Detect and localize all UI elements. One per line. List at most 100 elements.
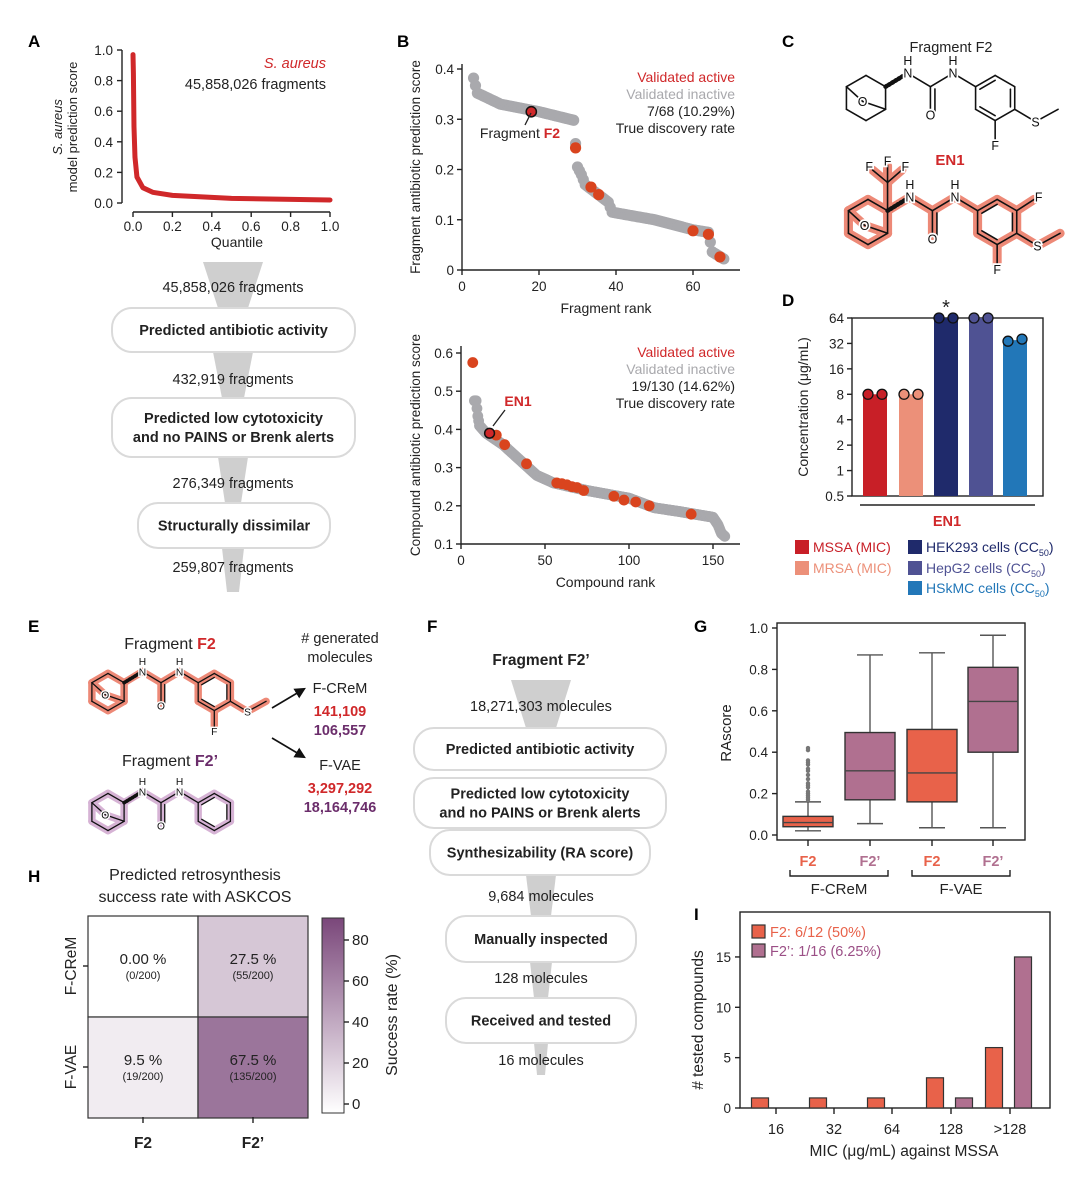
row-label: F-VAE: [63, 1045, 80, 1090]
atom-o: O: [101, 811, 109, 822]
funnel-count: 128 molecules: [494, 971, 588, 987]
bonds: [847, 164, 1061, 266]
generated-header-line2: molecules: [307, 650, 372, 666]
e-fragment-f2-label: Fragment F2: [124, 636, 216, 653]
active-point: [630, 496, 642, 508]
iqr-box: [782, 815, 834, 828]
bond: [974, 108, 996, 122]
y-tick-label: 0: [446, 263, 454, 278]
funnel-step-box: Predicted antibiotic activity: [413, 727, 667, 771]
atom-h: H: [139, 657, 146, 668]
atom-n: N: [139, 787, 146, 798]
y-axis-label: Compound antibiotic prediction score: [408, 334, 423, 556]
y-tick-label: 0.2: [435, 163, 454, 178]
y-axis-label: Fragment antibiotic prediction score: [408, 60, 423, 274]
outlier-point: [805, 781, 811, 786]
bonds: [845, 70, 1059, 142]
y-tick-label: 0.4: [749, 745, 768, 760]
bond: [861, 100, 887, 111]
bond: [91, 700, 109, 712]
funnel-step-label: Predicted low cytotoxicity: [144, 411, 323, 427]
atom-o: O: [157, 702, 165, 713]
bond: [229, 700, 249, 713]
x-tick-label: 64: [884, 1122, 900, 1138]
atom-f: F: [901, 160, 909, 174]
outlier-point: [805, 766, 811, 771]
highlighted-point: [525, 105, 538, 118]
funnel-count: 45,858,026 fragments: [162, 280, 303, 296]
box-label: F2: [800, 854, 817, 870]
row-label: F-CReM: [63, 937, 80, 996]
plot-frame: [739, 911, 1051, 1109]
active-point: [687, 225, 699, 237]
aromatic-bond: [981, 230, 998, 241]
legend-text: HEK293 cells (CC: [926, 539, 1039, 555]
active-point: [569, 142, 582, 154]
active-point: [702, 228, 715, 240]
legend-entry: Validated active: [637, 69, 735, 85]
atom-o: O: [926, 108, 936, 122]
atom-f: F: [865, 160, 873, 174]
y-tick-label: 64: [829, 311, 845, 326]
funnel-step-frame: [413, 727, 667, 771]
atom-h: H: [903, 54, 912, 68]
funnel-step-label: Received and tested: [471, 1014, 611, 1030]
legend-text: MRSA (MIC): [813, 560, 892, 576]
highlight-leader-line: [492, 409, 506, 427]
x-tick-label: 60: [685, 279, 700, 294]
bond: [867, 198, 889, 212]
bond: [197, 792, 215, 804]
replicate-dot: [982, 312, 994, 324]
y-axis-label: Concentration (μg/mL): [795, 337, 811, 477]
bond: [865, 74, 887, 88]
x-tick-label: 0.2: [163, 219, 182, 234]
funnel-step-label: and no PAINS or Brenk alerts: [133, 430, 334, 446]
legend-text: HSkMC cells (CC: [926, 580, 1035, 596]
plot-frame: [776, 622, 1026, 841]
legend-label: HepG2 cells (CC50): [926, 560, 1046, 579]
colorbar-label: Success rate (%): [384, 954, 401, 1076]
cell-value: 67.5 %: [230, 1052, 277, 1069]
legend-subscript: 50: [1031, 569, 1041, 579]
legend-subscript: 50: [1035, 589, 1045, 599]
legend-subscript: 50: [1039, 548, 1049, 558]
heatmap-cell: [197, 915, 309, 1018]
y-tick-label: 0.6: [434, 346, 453, 361]
legend-swatch: [795, 540, 809, 554]
fvae-f2-count: 3,297,292: [308, 781, 373, 797]
active-point: [714, 251, 726, 263]
bonds: [91, 669, 267, 728]
colorbar-tick-label: 0: [352, 1096, 360, 1113]
bar: [1013, 956, 1033, 1109]
legend-suffix: ): [1049, 539, 1054, 555]
cell-value: 27.5 %: [230, 951, 277, 968]
replicate-dot: [1002, 335, 1014, 347]
bond: [1015, 198, 1035, 212]
heatmap-title: Predicted retrosynthesis: [109, 867, 281, 884]
bar: [1003, 340, 1027, 496]
bond: [996, 198, 1018, 212]
y-tick-label: 1.0: [94, 43, 113, 58]
bar: [984, 1046, 1004, 1109]
fragment-f2-title: Fragment F2: [909, 40, 992, 56]
box-label: F2’: [860, 854, 881, 870]
panel-label-i: I: [694, 905, 699, 924]
colorbar: [321, 917, 345, 1114]
replicate-dot: [876, 388, 888, 400]
outlier-point: [805, 789, 811, 794]
bond: [197, 700, 215, 712]
legend-entry: Validated inactive: [626, 86, 735, 102]
x-tick-label: 32: [826, 1122, 842, 1138]
bond: [107, 792, 125, 804]
atom-o: O: [860, 219, 870, 233]
highlight-label: EN1: [504, 393, 531, 409]
cell-count: (0/200): [126, 970, 161, 982]
bond: [847, 198, 869, 212]
bar: [925, 1077, 945, 1109]
funnel-step-frame: [413, 777, 667, 829]
iqr-box: [906, 728, 958, 803]
bond: [871, 169, 889, 184]
atom-n: N: [903, 67, 912, 81]
